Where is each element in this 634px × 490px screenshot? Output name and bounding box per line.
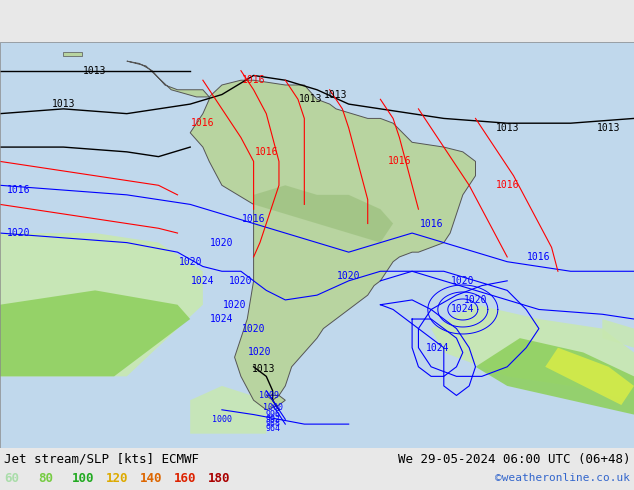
Polygon shape (0, 291, 190, 376)
Text: 1024: 1024 (451, 304, 475, 315)
Text: 1016: 1016 (7, 185, 31, 195)
Text: 120: 120 (106, 471, 129, 485)
Polygon shape (190, 386, 266, 434)
Polygon shape (0, 233, 203, 376)
Text: 1020: 1020 (337, 271, 361, 281)
Text: 80: 80 (38, 471, 53, 485)
Text: Jet stream/SLP [kts] ECMWF: Jet stream/SLP [kts] ECMWF (4, 452, 199, 466)
Text: 1016: 1016 (242, 214, 266, 224)
Text: 1013: 1013 (251, 364, 275, 374)
Polygon shape (127, 61, 209, 97)
Text: 1016: 1016 (527, 252, 551, 262)
Text: 1016: 1016 (191, 118, 215, 128)
Text: 1013: 1013 (51, 99, 75, 109)
Polygon shape (476, 338, 634, 415)
Polygon shape (431, 305, 634, 400)
Text: 1013: 1013 (495, 123, 519, 133)
Text: ©weatheronline.co.uk: ©weatheronline.co.uk (495, 473, 630, 483)
Text: 1000: 1000 (212, 415, 232, 424)
Text: 1016: 1016 (495, 180, 519, 190)
Text: 160: 160 (174, 471, 197, 485)
Text: 1020: 1020 (7, 228, 31, 238)
Text: 1020: 1020 (229, 276, 253, 286)
Text: 988: 988 (265, 418, 280, 428)
Text: 1020: 1020 (248, 347, 272, 358)
Text: 180: 180 (208, 471, 231, 485)
Text: 1024: 1024 (425, 343, 450, 353)
Text: 1020: 1020 (178, 257, 202, 267)
Text: 1020: 1020 (451, 276, 475, 286)
Text: 1013: 1013 (83, 66, 107, 75)
Text: 1016: 1016 (387, 156, 411, 167)
Bar (0, 42, 634, 448)
Polygon shape (63, 51, 82, 56)
Text: 1013: 1013 (597, 123, 621, 133)
Text: 1013: 1013 (324, 90, 348, 99)
Text: 964: 964 (265, 424, 280, 433)
Polygon shape (254, 185, 393, 243)
Text: 1016: 1016 (242, 75, 266, 85)
Text: 1020: 1020 (463, 295, 488, 305)
Polygon shape (602, 319, 634, 348)
Text: 1020: 1020 (242, 323, 266, 334)
Text: 100: 100 (72, 471, 94, 485)
Text: 60: 60 (4, 471, 19, 485)
Polygon shape (190, 80, 476, 410)
Text: 1024: 1024 (191, 276, 215, 286)
Text: We 29-05-2024 06:00 UTC (06+48): We 29-05-2024 06:00 UTC (06+48) (398, 452, 630, 466)
Text: 1020: 1020 (210, 238, 234, 247)
Text: 140: 140 (140, 471, 162, 485)
Text: 1000: 1000 (262, 403, 283, 412)
Bar (0, 42, 634, 448)
Text: 1016: 1016 (419, 219, 443, 228)
Text: 1020: 1020 (223, 300, 247, 310)
Text: 996: 996 (265, 410, 280, 419)
Text: 1024: 1024 (210, 314, 234, 324)
Text: 1013: 1013 (299, 94, 323, 104)
Polygon shape (545, 348, 634, 405)
Bar (0, 448, 634, 490)
Text: 992: 992 (265, 415, 280, 424)
Text: 1009: 1009 (259, 391, 280, 400)
Text: 1016: 1016 (254, 147, 278, 157)
